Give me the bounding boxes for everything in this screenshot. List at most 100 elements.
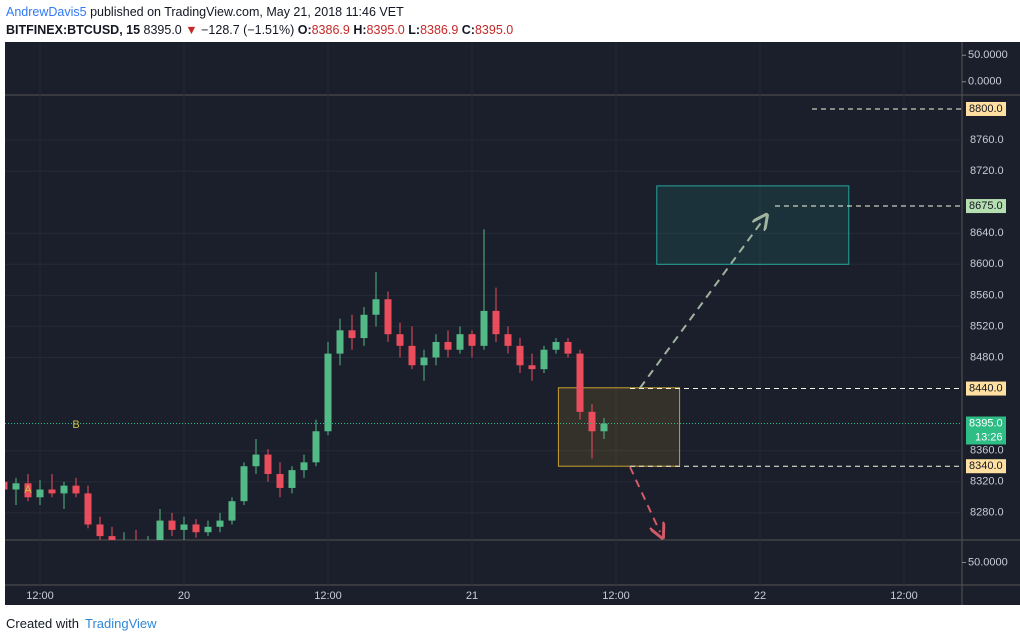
x-tick-label: 20 (178, 590, 190, 602)
candle-body (588, 411, 596, 432)
candle-body (48, 489, 56, 494)
y-tick-label: 8760.0 (970, 134, 1004, 146)
y-tick-label: 8560.0 (970, 289, 1004, 301)
candle-body (420, 357, 428, 366)
footer: Created with TradingView (6, 616, 157, 631)
candle-body (552, 341, 560, 350)
candle-body (444, 341, 452, 350)
level-label: 8675.0 (969, 200, 1003, 212)
candle-body (480, 310, 488, 346)
x-tick-label: 21 (466, 590, 478, 602)
x-tick-label: 12:00 (890, 590, 918, 602)
x-tick-label: 12:00 (26, 590, 54, 602)
o: 8386.9 (311, 23, 350, 37)
level-label: 8440.0 (969, 382, 1003, 394)
y-tick-label: 8360.0 (970, 445, 1004, 457)
level-tag (966, 381, 1006, 396)
candle-body (468, 334, 476, 346)
h-label: H: (353, 23, 367, 37)
candle-body (252, 454, 260, 467)
y-tick-label: 8480.0 (970, 351, 1004, 363)
header-line: BITFINEX:BTCUSD, 15 8395.0 ▼ −128.7 (−1.… (6, 21, 513, 39)
candle-body (336, 330, 344, 354)
candle-body (204, 526, 212, 533)
x-tick-label: 22 (754, 590, 766, 602)
candle-body (372, 299, 380, 315)
brand[interactable]: TradingView (84, 616, 157, 631)
current-tag (966, 416, 1006, 445)
candle-body (528, 365, 536, 370)
level-label: 8800.0 (969, 103, 1003, 115)
y-tick-label: 0.0000 (968, 76, 1002, 88)
candle-body (156, 520, 164, 540)
y-tick-label: 8640.0 (970, 227, 1004, 239)
candle-body (576, 353, 584, 412)
created: Created with (6, 616, 79, 631)
candle-body (276, 473, 284, 488)
x-tick-label: 12:00 (314, 590, 342, 602)
candle-body (324, 353, 332, 432)
candle-body (600, 423, 608, 432)
y-tick-label: 8520.0 (970, 320, 1004, 332)
candle-body (168, 520, 176, 530)
candle-body (36, 489, 44, 498)
level-tag (966, 199, 1006, 214)
candle-body (240, 466, 248, 502)
y-tick-label: 8600.0 (970, 258, 1004, 270)
candle-body (384, 299, 392, 335)
symbol: BITFINEX:BTCUSD, 15 (6, 23, 141, 37)
annotation: A (24, 484, 32, 496)
candle-body (108, 536, 116, 540)
y-tick-label: 8280.0 (970, 507, 1004, 519)
y-tick-label: 50.0000 (968, 49, 1008, 61)
candle-body (408, 345, 416, 366)
candle-body (72, 485, 80, 494)
candle-body (516, 345, 524, 366)
candle-body (96, 524, 104, 537)
candle-body (300, 462, 308, 471)
candle-body (564, 341, 572, 354)
l-label: L: (408, 23, 421, 37)
header: AndrewDavis5 published on TradingView.co… (6, 3, 513, 39)
candle-body (348, 330, 356, 339)
candle-body (504, 334, 512, 346)
c-label: C: (461, 23, 475, 37)
candle-body (60, 485, 68, 494)
candle-body (216, 520, 224, 527)
x-tick-label: 12:00 (602, 590, 630, 602)
candle-body (288, 470, 296, 488)
y-tick-label: 50.0000 (968, 556, 1008, 568)
candle-body (432, 341, 440, 358)
o-label: O: (297, 23, 312, 37)
published: published on TradingView.com, May 21, 20… (90, 5, 404, 19)
candle-body (492, 310, 500, 335)
candle-body (312, 431, 320, 463)
c: 8395.0 (474, 23, 514, 37)
annotation: B (72, 419, 79, 431)
current-label: 8395.0 (969, 417, 1003, 429)
candle-body (5, 481, 8, 490)
zone-box (656, 185, 850, 265)
axis-bg (962, 42, 1020, 605)
chart: A B 12:00 20 12:00 21 12:00 22 12:00 8280.0 8320.0… (5, 42, 1020, 605)
candle-body (192, 524, 200, 533)
level-label: 8340.0 (969, 460, 1003, 472)
author[interactable]: AndrewDavis5 (6, 5, 87, 19)
h: 8395.0 (366, 23, 405, 37)
down-icon: ▼ (185, 23, 198, 37)
candle-body (24, 483, 32, 498)
candle-body (180, 524, 188, 530)
y-tick-label: 8720.0 (970, 165, 1004, 177)
header-line: AndrewDavis5 published on TradingView.co… (6, 3, 513, 21)
y-tick-label: 8320.0 (970, 476, 1004, 488)
candle-body (12, 483, 20, 490)
candle-body (84, 493, 92, 525)
candle-body (360, 314, 368, 339)
candle-body (456, 334, 464, 350)
l: 8386.9 (420, 23, 459, 37)
change: −128.7 (−1.51%) (201, 23, 295, 37)
arrow-up (639, 220, 763, 389)
arrow-down (629, 466, 660, 532)
candle-body (264, 454, 272, 474)
